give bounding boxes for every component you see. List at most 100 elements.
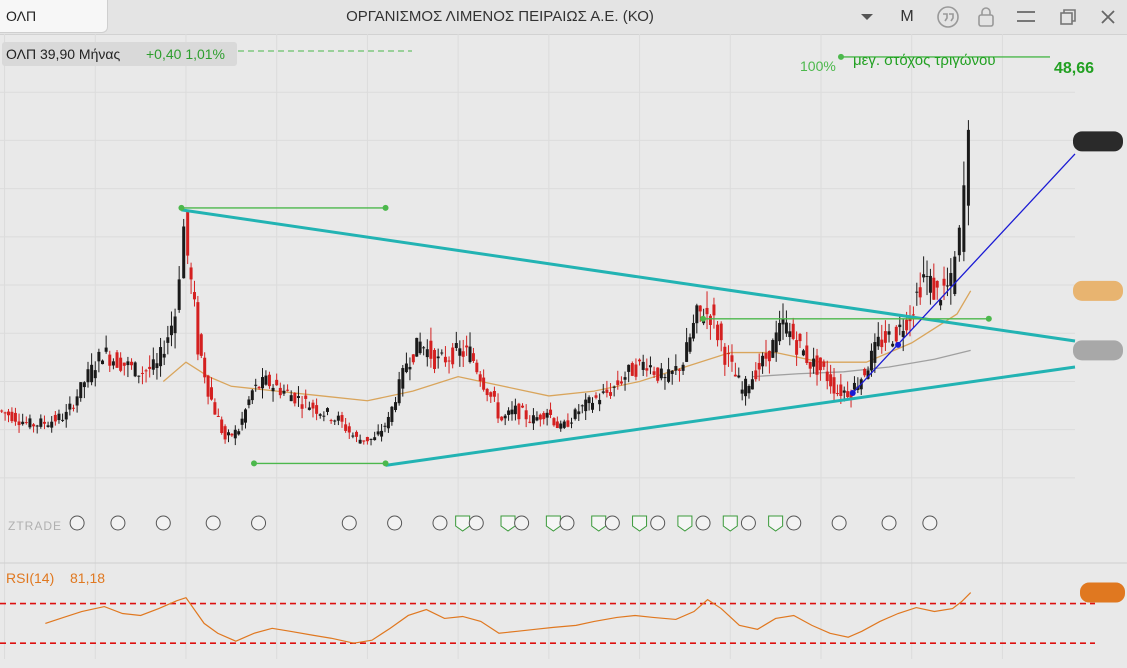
candle-body — [97, 351, 101, 362]
candle-body — [140, 372, 144, 374]
window-titlebar: ΟΛΠ ΟΡΓΑΝΙΣΜΟΣ ΛΙΜΕΝΟΣ ΠΕΙΡΑΙΩΣ Α.Ε. (ΚΟ… — [0, 0, 1127, 35]
candle-body — [13, 412, 17, 422]
candle-body — [289, 395, 293, 402]
candle-body — [415, 337, 419, 357]
candle-body — [75, 396, 79, 406]
candle-body — [876, 336, 880, 347]
header-box — [2, 42, 237, 66]
quote-icon[interactable] — [931, 0, 965, 34]
menu-icon[interactable] — [1009, 0, 1043, 34]
candle-body — [237, 431, 241, 435]
candle-body — [905, 319, 909, 331]
candle-body — [619, 381, 623, 384]
candle-body — [531, 415, 535, 424]
dividend-marker — [831, 515, 847, 531]
period-button[interactable]: M — [900, 8, 914, 25]
candle-body — [244, 409, 248, 423]
candle-body — [812, 358, 816, 367]
candle-body — [311, 402, 315, 409]
candle-body — [151, 359, 155, 370]
candle-body — [369, 438, 373, 440]
chevron-down-icon[interactable] — [850, 0, 884, 34]
candle-body — [663, 377, 667, 379]
dividend-marker — [155, 515, 171, 531]
candle-body — [286, 389, 290, 391]
candle-body — [28, 418, 32, 428]
close-icon[interactable] — [1091, 0, 1125, 34]
candle-body — [503, 415, 507, 419]
candle-body — [162, 353, 166, 358]
candle-body — [429, 340, 433, 359]
symbol-input[interactable]: ΟΛΠ — [0, 0, 108, 33]
price-chart[interactable]: ΟΛΠ 39,90 Μήνας +0,40 1,01% 100% μεγ. στ… — [0, 34, 1127, 663]
candle-body — [627, 364, 631, 372]
candle-body — [605, 389, 609, 393]
projection-dot — [895, 341, 902, 348]
candle-body — [549, 409, 553, 416]
candle-body — [271, 387, 275, 392]
candle-body — [832, 377, 836, 394]
candle-body — [953, 256, 957, 295]
candle-body — [962, 185, 966, 252]
candle-body — [808, 361, 812, 369]
candle-body — [698, 305, 702, 312]
ma-long-line — [752, 349, 971, 378]
rsi-value-badge — [1080, 582, 1125, 603]
candle-body — [3, 412, 7, 414]
earnings-marker — [591, 515, 607, 532]
fib-dot — [251, 460, 258, 467]
earnings-marker — [677, 515, 693, 532]
candle-body — [278, 387, 282, 396]
rsi-line — [45, 592, 972, 644]
candle-body — [883, 331, 887, 343]
candle-body — [612, 386, 616, 388]
candle-body — [53, 414, 57, 422]
candle-body — [233, 429, 237, 439]
candle-body — [344, 424, 348, 431]
candle-body — [584, 399, 588, 412]
candle-body — [630, 363, 634, 376]
fib-dot — [382, 204, 389, 211]
target-annotation: μεγ. στόχος τριγώνου — [853, 52, 996, 69]
candle-body — [559, 423, 563, 429]
candle-body — [296, 396, 300, 398]
candle-body — [730, 355, 734, 362]
earnings-marker — [455, 515, 471, 532]
lock-icon[interactable] — [969, 0, 1003, 34]
candle-body — [376, 431, 380, 435]
earnings-marker — [768, 515, 784, 532]
candle-body — [35, 425, 39, 427]
candle-body — [365, 436, 369, 442]
candle-body — [942, 278, 946, 286]
candle-body — [791, 323, 795, 339]
candle-body — [264, 375, 268, 385]
event-markers — [69, 515, 938, 532]
price-badge — [1073, 340, 1123, 361]
target-value: 48,66 — [1054, 60, 1094, 77]
candle-body — [336, 415, 340, 421]
candle-body — [300, 404, 304, 409]
candle-body — [601, 391, 605, 393]
candle-body — [261, 377, 265, 389]
candle-body — [223, 426, 227, 440]
chart-area[interactable]: ΟΛΠ 39,90 Μήνας +0,40 1,01% 100% μεγ. στ… — [0, 34, 1127, 663]
candle-body — [566, 420, 570, 427]
dividend-marker — [387, 515, 403, 531]
earnings-marker — [632, 515, 648, 532]
candle-body — [681, 364, 685, 371]
candle-body — [418, 341, 422, 354]
candle-body — [383, 425, 387, 427]
earnings-marker — [722, 515, 738, 532]
candle-body — [115, 352, 119, 368]
window-title: ΟΡΓΑΝΙΣΜΟΣ ΛΙΜΕΝΟΣ ΠΕΙΡΑΙΩΣ Α.Ε. (ΚΟ) — [346, 8, 654, 25]
candle-body — [155, 363, 159, 369]
window-icon[interactable] — [1051, 0, 1085, 34]
candle-body — [918, 287, 922, 298]
candle-body — [733, 374, 737, 377]
candle-body — [293, 393, 297, 404]
candle-body — [489, 392, 493, 397]
candle-body — [562, 421, 566, 428]
candle-body — [667, 369, 671, 382]
candle-body — [57, 413, 61, 421]
dividend-marker — [432, 515, 448, 531]
